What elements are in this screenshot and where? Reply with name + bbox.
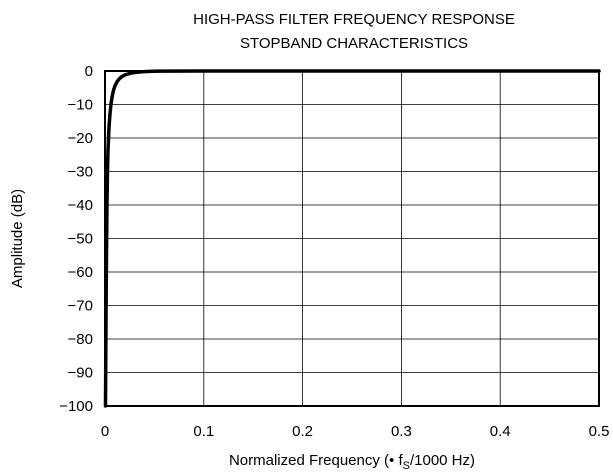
y-tick-label: −20	[68, 130, 93, 147]
y-axis-label: Amplitude (dB)	[9, 189, 26, 288]
chart-subtitle: STOPBAND CHARACTERISTICS	[240, 35, 468, 52]
y-tick-label: −40	[68, 197, 93, 214]
x-tick-label: 0	[101, 423, 109, 440]
grid-lines	[104, 70, 600, 407]
chart-title: HIGH-PASS FILTER FREQUENCY RESPONSE	[193, 11, 515, 28]
y-tick-label: −30	[68, 164, 93, 181]
y-tick-label: −10	[68, 97, 93, 114]
x-axis-label: Normalized Frequency (• fS/1000 Hz)	[229, 452, 475, 472]
x-tick-label: 0.1	[193, 423, 214, 440]
x-tick-label: 0.5	[589, 423, 610, 440]
x-tick-label: 0.2	[292, 423, 313, 440]
x-axis-label-suffix: /1000 Hz)	[410, 452, 475, 469]
x-axis-label-subscript: S	[403, 460, 410, 472]
x-tick-label: 0.3	[391, 423, 412, 440]
x-tick-labels: 0 0.1 0.2 0.3 0.4 0.5	[101, 423, 610, 440]
y-tick-label: −80	[68, 331, 93, 348]
x-tick-label: 0.4	[490, 423, 511, 440]
y-tick-labels: 0 −10 −20 −30 −40 −50 −60 −70 −80 −90 −100	[59, 63, 93, 415]
y-tick-label: −100	[59, 398, 93, 415]
y-tick-label: −90	[68, 365, 93, 382]
x-axis-label-prefix: Normalized Frequency (• f	[229, 452, 403, 469]
y-tick-label: −50	[68, 231, 93, 248]
y-tick-label: −60	[68, 264, 93, 281]
y-tick-label: 0	[85, 63, 93, 80]
y-tick-label: −70	[68, 298, 93, 315]
plot-frame	[104, 70, 600, 407]
